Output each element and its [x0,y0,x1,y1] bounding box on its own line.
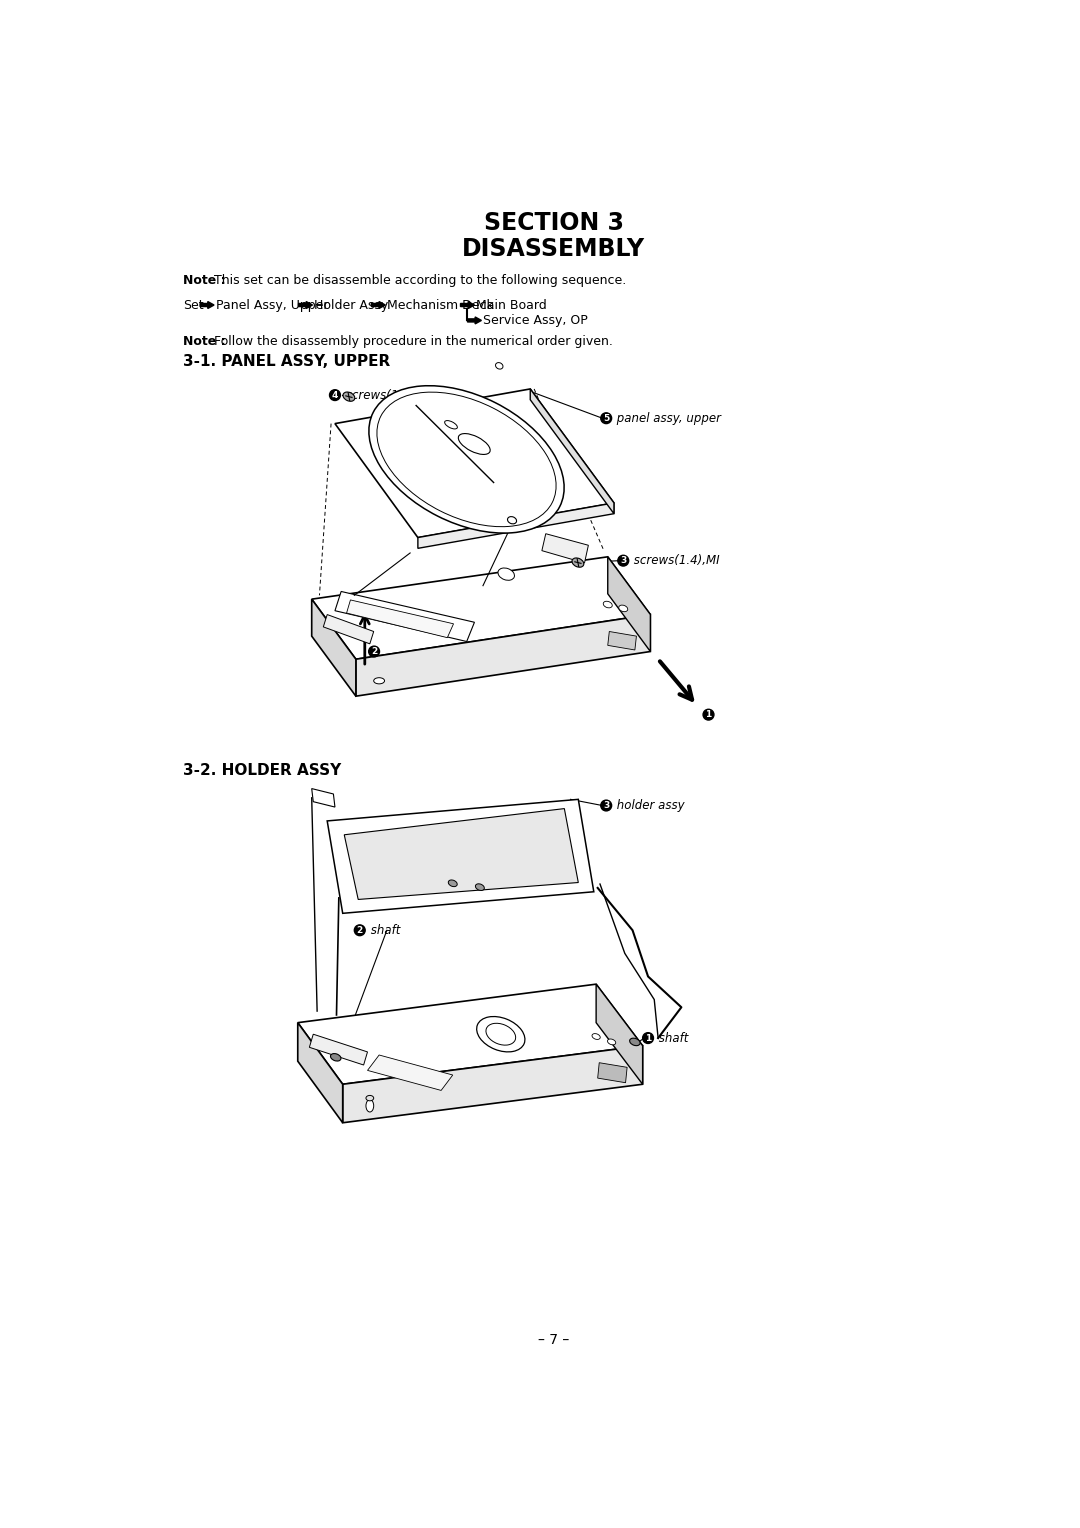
Text: Note :: Note : [183,274,226,287]
Polygon shape [530,390,613,513]
Polygon shape [335,591,474,642]
Polygon shape [542,533,589,562]
Text: 5: 5 [603,414,609,423]
Polygon shape [312,788,335,807]
Polygon shape [468,316,482,324]
Ellipse shape [377,393,556,527]
Polygon shape [312,599,356,697]
Text: Main Board: Main Board [476,298,546,312]
Polygon shape [327,799,594,914]
Ellipse shape [445,420,457,429]
Circle shape [703,709,714,720]
Polygon shape [347,601,454,637]
Text: Set: Set [183,298,204,312]
Circle shape [643,1033,653,1044]
Polygon shape [298,301,312,309]
Ellipse shape [498,568,514,581]
Polygon shape [298,984,643,1085]
Ellipse shape [343,393,355,402]
Text: This set can be disassemble according to the following sequence.: This set can be disassemble according to… [214,274,626,287]
Polygon shape [356,614,650,697]
Polygon shape [418,503,613,549]
Text: panel assy, upper: panel assy, upper [613,411,721,425]
Text: holder assy: holder assy [613,799,685,811]
Ellipse shape [475,883,484,891]
Polygon shape [460,301,474,309]
Text: screws(1.4),MI: screws(1.4),MI [342,388,432,402]
Polygon shape [309,1034,367,1065]
Ellipse shape [330,1054,341,1060]
Ellipse shape [604,601,612,608]
Text: Panel Assy, Upper: Panel Assy, Upper [216,298,328,312]
Circle shape [354,924,365,935]
Text: 4: 4 [332,391,338,400]
Ellipse shape [369,385,564,533]
Ellipse shape [476,1016,525,1051]
Circle shape [329,390,340,400]
Ellipse shape [608,1039,616,1045]
Polygon shape [597,1062,627,1083]
Text: 3-2. HOLDER ASSY: 3-2. HOLDER ASSY [183,762,341,778]
Text: 2: 2 [370,646,377,656]
Circle shape [600,801,611,811]
Circle shape [618,555,629,565]
Text: – 7 –: – 7 – [538,1332,569,1346]
Text: screws(1.4),MI: screws(1.4),MI [631,555,720,567]
Ellipse shape [619,605,627,611]
Polygon shape [608,556,650,651]
Ellipse shape [572,558,584,567]
Polygon shape [312,556,650,659]
Polygon shape [608,631,636,649]
Ellipse shape [592,1033,600,1039]
Polygon shape [596,984,643,1085]
Polygon shape [345,808,578,900]
Text: 1: 1 [645,1033,651,1042]
Text: Holder Assy: Holder Assy [314,298,389,312]
Text: 3: 3 [620,556,626,565]
Circle shape [368,646,379,657]
Ellipse shape [486,1024,515,1045]
Polygon shape [372,301,386,309]
Polygon shape [323,614,374,643]
Text: 3-1. PANEL ASSY, UPPER: 3-1. PANEL ASSY, UPPER [183,354,390,370]
Text: Follow the disassembly procedure in the numerical order given.: Follow the disassembly procedure in the … [214,335,613,348]
Ellipse shape [630,1038,640,1045]
Ellipse shape [374,678,384,685]
Text: Mechanism Deck: Mechanism Deck [387,298,494,312]
Ellipse shape [366,1096,374,1100]
Ellipse shape [458,434,490,454]
Polygon shape [367,1054,453,1091]
Text: SECTION 3: SECTION 3 [484,211,623,235]
Ellipse shape [366,1100,374,1112]
Ellipse shape [496,362,503,370]
Polygon shape [200,301,214,309]
Text: shaft: shaft [367,924,400,937]
Polygon shape [342,1045,643,1123]
Polygon shape [335,390,613,538]
Ellipse shape [508,516,516,524]
Text: 1: 1 [705,711,712,720]
Text: Note :: Note : [183,335,226,348]
Text: shaft: shaft [656,1031,688,1045]
Text: Service Assy, OP: Service Assy, OP [483,313,588,327]
Text: DISASSEMBLY: DISASSEMBLY [462,237,645,261]
Ellipse shape [448,880,457,886]
Polygon shape [298,1022,342,1123]
Circle shape [600,413,611,423]
Text: 2: 2 [356,926,363,935]
Text: 3: 3 [603,801,609,810]
